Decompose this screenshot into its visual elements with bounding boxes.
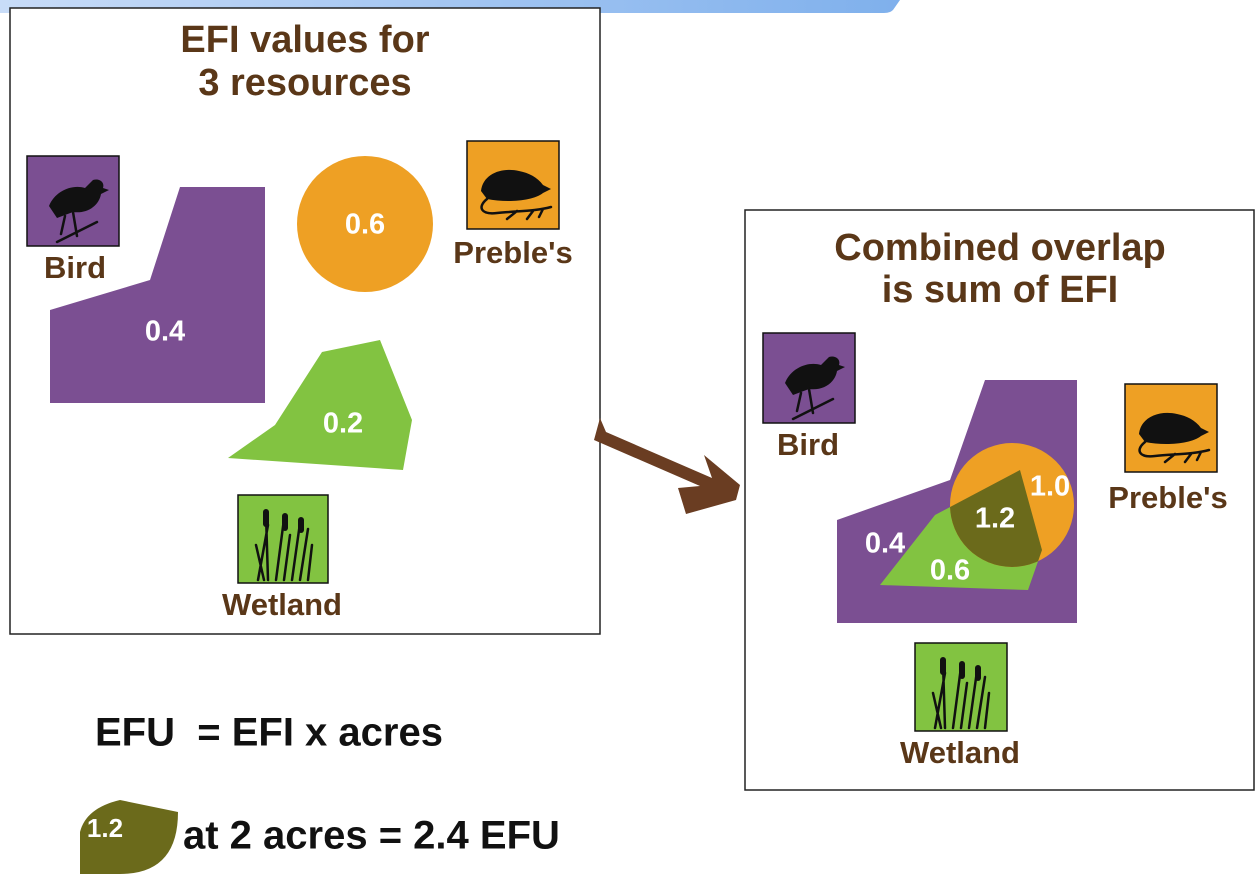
panel-title: 3 resources — [198, 62, 411, 104]
arrow — [594, 418, 740, 514]
overlap-value: 1.2 — [975, 503, 1015, 535]
resource-label: Bird — [44, 250, 106, 285]
bird-icon — [27, 156, 119, 246]
efi-value: 0.6 — [345, 209, 385, 241]
prebles-icon — [1125, 384, 1217, 472]
overlap-value: 0.6 — [930, 555, 970, 587]
bird-icon — [763, 333, 855, 423]
diagram: EFI values for 3 resources Bird 0.4 0.6 … — [0, 0, 1255, 874]
resource-label: Wetland — [900, 735, 1020, 770]
efi-value: 0.4 — [145, 316, 185, 348]
formula-example: at 2 acres = 2.4 EFU — [183, 814, 560, 858]
wetland-icon — [238, 495, 328, 583]
panel-title: EFI values for — [180, 19, 429, 61]
resource-label: Wetland — [222, 587, 342, 622]
wetland-icon — [915, 643, 1007, 731]
panel-title: is sum of EFI — [882, 269, 1118, 311]
resource-label: Bird — [777, 427, 839, 462]
overlap-value: 0.4 — [865, 528, 905, 560]
page: {"left_panel": {"title_lines": ["EFI val… — [0, 0, 1255, 874]
efi-value: 0.2 — [323, 408, 363, 440]
resource-label: Preble's — [453, 235, 572, 270]
panel-title: Combined overlap — [834, 227, 1166, 269]
resource-label: Preble's — [1108, 480, 1227, 515]
prebles-icon — [467, 141, 559, 229]
overlap-value: 1.0 — [1030, 471, 1070, 503]
formula: EFU = EFI x acres — [95, 711, 443, 755]
badge-value: 1.2 — [87, 813, 123, 843]
